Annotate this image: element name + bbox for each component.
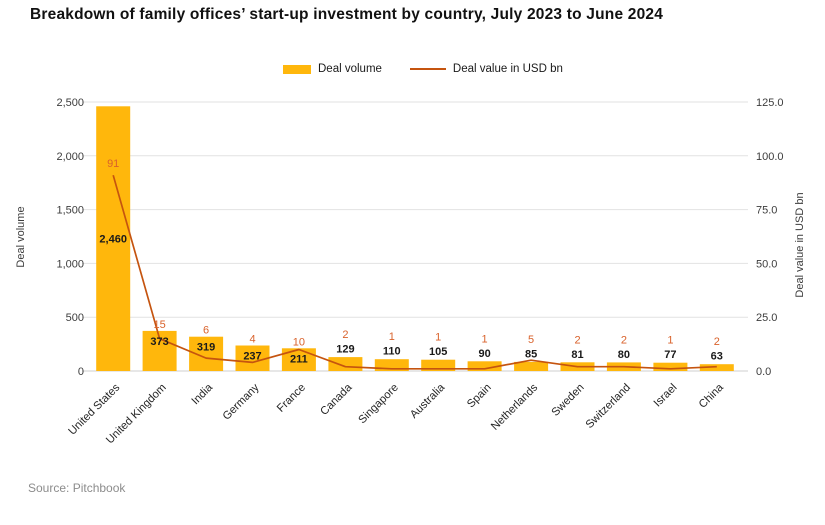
left-axis-tick-label: 1,000	[56, 258, 84, 270]
legend-item-deal-volume: Deal volume	[283, 63, 382, 75]
x-axis-category-label: Sweden	[550, 382, 587, 419]
bar-china	[699, 364, 734, 371]
right-axis-tick-label: 100.0	[756, 151, 784, 163]
x-axis-category-label: Singapore	[356, 382, 401, 427]
bar-swatch-icon	[283, 64, 311, 74]
line-value-label: 2	[342, 329, 348, 341]
line-value-label: 10	[293, 336, 305, 348]
legend-item-deal-value: Deal value in USD bn	[409, 63, 563, 75]
legend-deal-volume-label: Deal volume	[318, 63, 382, 75]
right-axis-tick-label: 0.0	[756, 366, 771, 378]
x-axis-category-label: Switzerland	[584, 382, 633, 431]
right-axis-tick-label: 25.0	[756, 312, 777, 324]
bar-united-states	[96, 106, 131, 372]
x-axis-category-label: India	[190, 381, 216, 407]
line-value-label: 2	[574, 334, 580, 346]
left-axis-title: Deal volume	[15, 206, 27, 267]
bar-value-label: 80	[618, 349, 630, 361]
line-value-label: 2	[621, 334, 627, 346]
bar-value-label: 237	[243, 351, 261, 363]
x-axis-category-label: Germany	[221, 381, 262, 422]
bar-value-label: 2,460	[99, 234, 127, 246]
bar-netherlands	[514, 361, 549, 371]
right-axis-tick-label: 125.0	[756, 97, 784, 109]
x-axis-category-label: China	[697, 381, 727, 411]
bar-spain	[467, 361, 502, 371]
bar-value-label: 77	[664, 349, 676, 361]
bar-singapore	[374, 359, 409, 371]
chart-title: Breakdown of family offices’ start-up in…	[30, 6, 664, 23]
right-axis-title: Deal value in USD bn	[794, 192, 806, 297]
bar-canada	[328, 357, 363, 371]
x-axis-category-label: Netherlands	[489, 381, 540, 432]
legend: Deal volume Deal value in USD bn	[283, 63, 563, 75]
bar-israel	[653, 362, 688, 371]
bar-value-label: 373	[150, 336, 168, 348]
left-axis-tick-label: 0	[78, 366, 84, 378]
source-note: Source: Pitchbook	[28, 481, 126, 495]
bar-value-label: 90	[478, 348, 490, 360]
bar-germany	[235, 345, 270, 371]
right-axis-tick-label: 50.0	[756, 258, 777, 270]
x-axis-category-label: Israel	[652, 382, 680, 410]
x-axis-category-label: Australia	[408, 381, 448, 421]
line-value-label: 1	[435, 332, 441, 344]
bar-value-label: 85	[525, 348, 537, 360]
legend-deal-value-label: Deal value in USD bn	[452, 63, 563, 75]
x-axis-category-label: Canada	[318, 381, 355, 418]
bar-australia	[421, 359, 456, 371]
bar-value-label: 129	[336, 344, 354, 356]
line-value-label: 1	[389, 331, 395, 343]
line-value-label: 5	[528, 334, 534, 346]
right-axis-tick-label: 75.0	[756, 205, 777, 217]
bar-value-label: 211	[290, 353, 308, 365]
line-value-label: 1	[482, 333, 488, 345]
x-axis-category-label: Spain	[465, 382, 494, 411]
bar-value-label: 319	[197, 342, 215, 354]
bar-value-label: 63	[711, 351, 723, 363]
left-axis-tick-label: 2,500	[56, 97, 84, 109]
left-axis-tick-label: 1,500	[56, 205, 84, 217]
bar-value-label: 105	[429, 346, 447, 358]
line-value-label: 6	[203, 325, 209, 337]
left-axis-tick-label: 500	[66, 312, 84, 324]
line-value-label: 15	[153, 319, 165, 331]
line-value-label: 4	[249, 334, 255, 346]
bar-value-label: 110	[383, 346, 401, 358]
line-value-label: 1	[667, 335, 673, 347]
line-swatch-icon	[409, 68, 446, 70]
deal-value-line	[112, 174, 717, 370]
line-value-label: 2	[714, 336, 720, 348]
bar-france	[281, 348, 316, 371]
left-axis-tick-label: 2,000	[56, 151, 84, 163]
bar-value-label: 81	[571, 349, 583, 361]
x-axis-category-label: France	[275, 382, 308, 415]
line-value-label: 91	[107, 158, 119, 170]
